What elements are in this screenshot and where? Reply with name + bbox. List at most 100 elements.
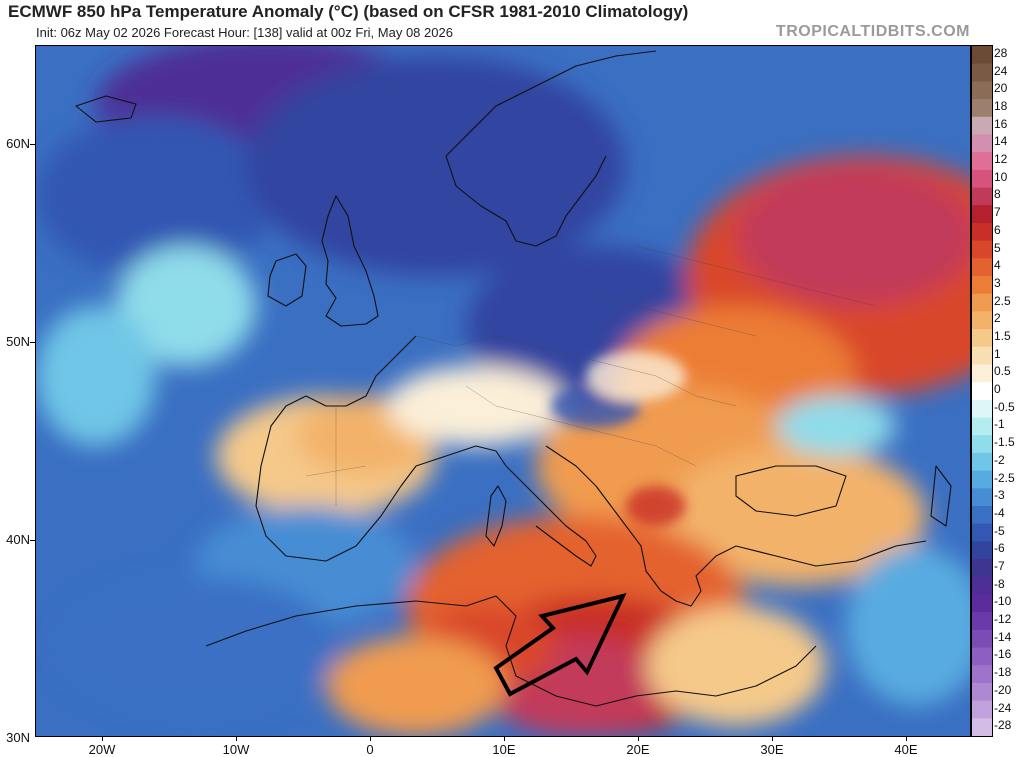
colorbar-label: -4 (994, 505, 1005, 520)
colorbar-label: -5 (994, 523, 1005, 538)
watermark: TROPICALTIDBITS.COM (775, 23, 970, 40)
colorbar-label: 2.5 (994, 293, 1011, 308)
colorbar-label: 28 (994, 45, 1008, 60)
colorbar-label: 18 (994, 98, 1008, 113)
colorbar-label: -16 (994, 647, 1012, 662)
colorbar-swatch (972, 240, 992, 259)
colorbar-labels: 28 24 20 18 16 14 12 10 8 7 6 5 4 3 2.5 2 1.5 1 0.5 0 -0.5 -1… (994, 45, 1024, 737)
colorbar-swatch (972, 541, 992, 560)
colorbar-label: 7 (994, 205, 1001, 220)
colorbar-swatch (972, 276, 992, 295)
colorbar-swatch (972, 152, 992, 171)
colorbar-label: 16 (994, 116, 1008, 131)
colorbar-label: 12 (994, 152, 1008, 166)
anomaly-map-svg (36, 46, 970, 736)
colorbar-swatch (972, 665, 992, 684)
chart-subtitle: Init: 06z May 02 2026 Forecast Hour: [13… (36, 25, 453, 40)
colorbar-label: -24 (994, 700, 1012, 715)
colorbar-label: -28 (994, 718, 1012, 733)
colorbar-swatch (972, 258, 992, 277)
lon-label-40e: 40E (894, 742, 918, 757)
lon-tick-20e (638, 737, 639, 741)
colorbar-swatch (972, 647, 992, 666)
lon-tick-20w (102, 737, 103, 741)
annotation-arrow (493, 593, 627, 697)
colorbar-swatch (972, 700, 992, 719)
colorbar-swatch (972, 81, 992, 100)
colorbar-label: 6 (994, 222, 1001, 237)
colorbar-swatch (972, 417, 992, 436)
lon-tick-30e (772, 737, 773, 741)
colorbar-label: -10 (994, 594, 1012, 609)
colorbar (971, 45, 993, 737)
colorbar-label: -12 (994, 612, 1012, 626)
colorbar-swatch (972, 169, 992, 189)
lon-label-30e: 30E (760, 742, 784, 757)
colorbar-swatch (972, 452, 992, 472)
colorbar-swatch (972, 311, 992, 330)
colorbar-swatch (972, 682, 992, 702)
colorbar-label: -2 (994, 452, 1005, 467)
colorbar-label: 0.5 (994, 364, 1011, 379)
chart-title: ECMWF 850 hPa Temperature Anomaly (°C) (… (8, 2, 689, 21)
colorbar-swatch (972, 629, 992, 649)
colorbar-swatch (972, 222, 992, 242)
lat-label-60n: 60N (6, 136, 30, 151)
colorbar-label: 2 (994, 311, 1001, 326)
lat-tick-60n (30, 144, 35, 145)
colorbar-swatch (972, 116, 992, 135)
colorbar-swatch (972, 46, 992, 65)
colorbar-label: 4 (994, 258, 1001, 273)
colorbar-label: -3 (994, 488, 1005, 503)
colorbar-swatch (972, 612, 992, 631)
colorbar-label: -18 (994, 665, 1012, 680)
colorbar-swatch (972, 293, 992, 312)
colorbar-label: -1.5 (994, 435, 1015, 450)
colorbar-label: 24 (994, 63, 1008, 78)
colorbar-label: -7 (994, 558, 1005, 573)
colorbar-label: 8 (994, 187, 1001, 202)
lon-tick-10w (236, 737, 237, 741)
anomaly-map[interactable] (35, 45, 971, 737)
lon-tick-40e (906, 737, 907, 741)
colorbar-swatch (972, 718, 992, 736)
colorbar-swatch (972, 470, 992, 489)
colorbar-swatch (972, 382, 992, 401)
colorbar-label: 1 (994, 346, 1001, 361)
colorbar-label: -20 (994, 682, 1012, 697)
colorbar-label: -14 (994, 629, 1012, 644)
colorbar-label: 20 (994, 81, 1008, 96)
lon-label-20e: 20E (626, 742, 650, 757)
colorbar-swatch (972, 63, 992, 82)
colorbar-swatch (972, 399, 992, 419)
lon-label-20w: 20W (88, 742, 116, 757)
colorbar-swatch (972, 594, 992, 613)
lon-tick-10e (504, 737, 505, 741)
colorbar-swatch (972, 187, 992, 206)
colorbar-label: -0.5 (994, 399, 1015, 414)
colorbar-label: -8 (994, 576, 1005, 591)
colorbar-swatch (972, 346, 992, 365)
lat-label-30n: 30N (6, 730, 30, 745)
lon-tick-0 (370, 737, 371, 741)
lat-label-50n: 50N (6, 334, 30, 349)
colorbar-label: 3 (994, 275, 1001, 290)
colorbar-swatch (972, 576, 992, 595)
colorbar-label: 5 (994, 240, 1001, 255)
colorbar-swatch (972, 506, 992, 525)
lon-label-10w: 10W (222, 742, 250, 757)
colorbar-label: 1.5 (994, 328, 1011, 343)
colorbar-swatch (972, 435, 992, 454)
colorbar-swatch (972, 523, 992, 542)
colorbar-label: -2.5 (994, 470, 1015, 485)
colorbar-swatch (972, 488, 992, 507)
lat-tick-40n (30, 540, 35, 541)
colorbar-label: -1 (994, 417, 1005, 432)
colorbar-label: 10 (994, 169, 1008, 184)
colorbar-swatch (972, 99, 992, 118)
colorbar-swatch (972, 205, 992, 224)
colorbar-svg (972, 46, 992, 736)
lat-tick-50n (30, 342, 35, 343)
colorbar-label: 14 (994, 134, 1008, 149)
colorbar-label: -6 (994, 541, 1005, 556)
